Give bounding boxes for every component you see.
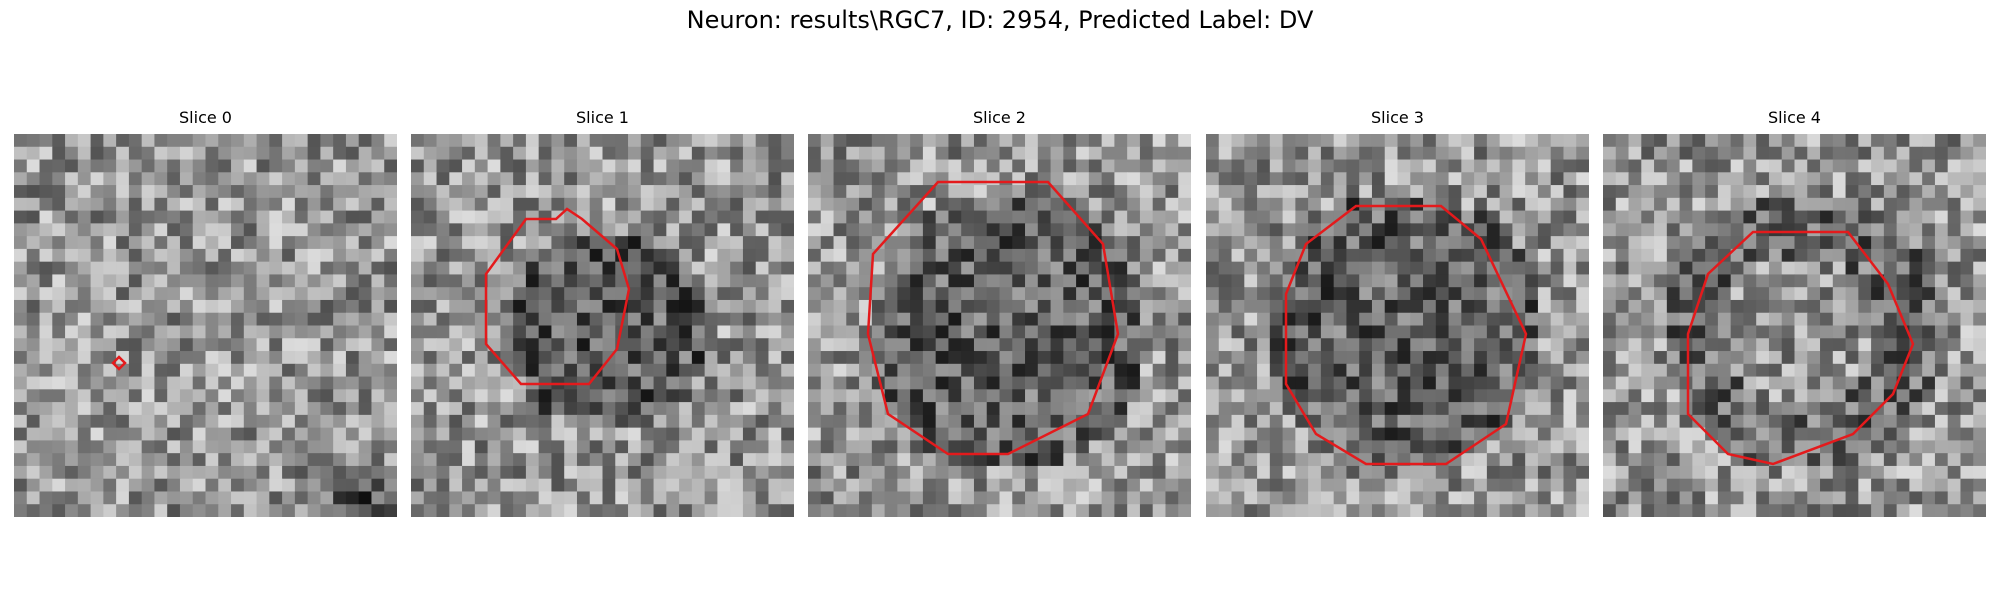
slice-title-0: Slice 0 xyxy=(179,108,232,127)
slice-image-0 xyxy=(14,134,397,517)
slice-panel-2 xyxy=(808,134,1191,517)
segmentation-contour-2 xyxy=(866,180,1120,456)
slice-image-2 xyxy=(808,134,1191,517)
slice-title-1: Slice 1 xyxy=(576,108,629,127)
segmentation-contour-4 xyxy=(1686,230,1915,466)
segmentation-contour-1 xyxy=(484,207,631,386)
slice-title-4: Slice 4 xyxy=(1768,108,1821,127)
figure-title: Neuron: results\RGC7, ID: 2954, Predicte… xyxy=(686,6,1314,34)
slice-panel-0 xyxy=(14,134,397,517)
slice-panel-1 xyxy=(411,134,794,517)
slice-image-4 xyxy=(1603,134,1986,517)
slice-image-3 xyxy=(1206,134,1589,517)
slice-panel-3 xyxy=(1206,134,1589,517)
segmentation-contour-0 xyxy=(111,355,127,371)
slice-image-1 xyxy=(411,134,794,517)
segmentation-contour-3 xyxy=(1284,204,1528,466)
slice-title-3: Slice 3 xyxy=(1371,108,1424,127)
slice-title-2: Slice 2 xyxy=(973,108,1026,127)
slice-panel-4 xyxy=(1603,134,1986,517)
